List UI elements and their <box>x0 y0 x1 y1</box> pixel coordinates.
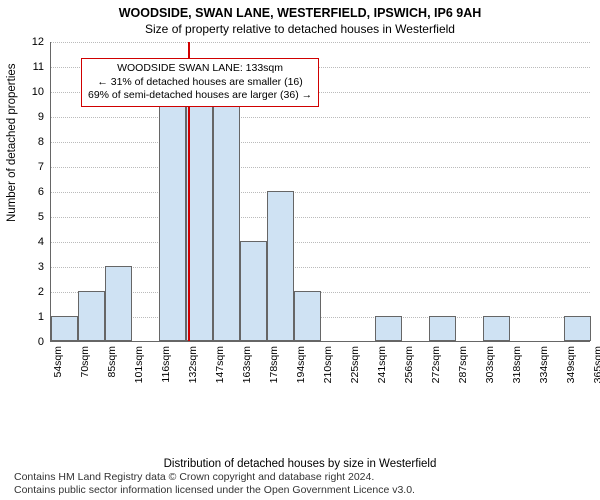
y-axis-label: Number of detached properties <box>6 63 18 222</box>
attribution-text: Contains HM Land Registry data © Crown c… <box>14 471 415 497</box>
x-tick-label: 54sqm <box>52 346 64 378</box>
x-tick-label: 303sqm <box>484 346 496 383</box>
y-tick-label: 5 <box>20 211 44 223</box>
y-tick-label: 8 <box>20 136 44 148</box>
y-tick-label: 11 <box>20 61 44 73</box>
grid-line <box>51 142 590 143</box>
histogram-bar <box>294 291 321 341</box>
x-tick-label: 241sqm <box>376 346 388 383</box>
plot-region: WOODSIDE SWAN LANE: 133sqm← 31% of detac… <box>50 42 590 342</box>
callout-box: WOODSIDE SWAN LANE: 133sqm← 31% of detac… <box>81 58 319 107</box>
y-tick-label: 12 <box>20 36 44 48</box>
histogram-bar <box>564 316 591 341</box>
title-line1: WOODSIDE, SWAN LANE, WESTERFIELD, IPSWIC… <box>0 0 600 20</box>
x-tick-label: 132sqm <box>187 346 199 383</box>
histogram-bar <box>51 316 78 341</box>
title-line2: Size of property relative to detached ho… <box>0 20 600 36</box>
x-tick-label: 349sqm <box>565 346 577 383</box>
x-tick-label: 147sqm <box>214 346 226 383</box>
x-tick-label: 101sqm <box>133 346 145 383</box>
x-tick-label: 163sqm <box>241 346 253 383</box>
x-axis-label: Distribution of detached houses by size … <box>0 458 600 470</box>
grid-line <box>51 167 590 168</box>
x-tick-label: 256sqm <box>403 346 415 383</box>
grid-line <box>51 117 590 118</box>
histogram-bar <box>429 316 456 341</box>
x-tick-label: 287sqm <box>457 346 469 383</box>
grid-line <box>51 42 590 43</box>
callout-line3: 69% of semi-detached houses are larger (… <box>88 89 312 103</box>
y-tick-label: 0 <box>20 336 44 348</box>
y-tick-label: 6 <box>20 186 44 198</box>
histogram-bar <box>105 266 132 341</box>
attribution-line2: Contains public sector information licen… <box>14 484 415 497</box>
histogram-bar <box>78 291 105 341</box>
x-tick-label: 365sqm <box>592 346 600 383</box>
x-tick-label: 85sqm <box>106 346 118 378</box>
y-tick-label: 1 <box>20 311 44 323</box>
grid-line <box>51 242 590 243</box>
callout-line2: ← 31% of detached houses are smaller (16… <box>88 76 312 90</box>
chart-area: WOODSIDE SWAN LANE: 133sqm← 31% of detac… <box>50 42 590 402</box>
y-tick-label: 3 <box>20 261 44 273</box>
grid-line <box>51 192 590 193</box>
x-tick-label: 334sqm <box>538 346 550 383</box>
y-tick-label: 9 <box>20 111 44 123</box>
x-tick-label: 225sqm <box>349 346 361 383</box>
x-tick-label: 318sqm <box>511 346 523 383</box>
x-tick-label: 178sqm <box>268 346 280 383</box>
y-tick-label: 2 <box>20 286 44 298</box>
x-tick-label: 210sqm <box>322 346 334 383</box>
histogram-bar <box>213 91 240 341</box>
attribution-line1: Contains HM Land Registry data © Crown c… <box>14 471 415 484</box>
y-tick-label: 7 <box>20 161 44 173</box>
x-tick-label: 272sqm <box>430 346 442 383</box>
histogram-bar <box>267 191 294 341</box>
callout-line1: WOODSIDE SWAN LANE: 133sqm <box>88 62 312 76</box>
histogram-bar <box>483 316 510 341</box>
x-tick-label: 194sqm <box>295 346 307 383</box>
x-tick-label: 70sqm <box>79 346 91 378</box>
histogram-bar <box>375 316 402 341</box>
x-tick-label: 116sqm <box>160 346 172 383</box>
grid-line <box>51 217 590 218</box>
histogram-bar <box>240 241 267 341</box>
histogram-bar <box>159 91 186 341</box>
y-tick-label: 10 <box>20 86 44 98</box>
y-tick-label: 4 <box>20 236 44 248</box>
